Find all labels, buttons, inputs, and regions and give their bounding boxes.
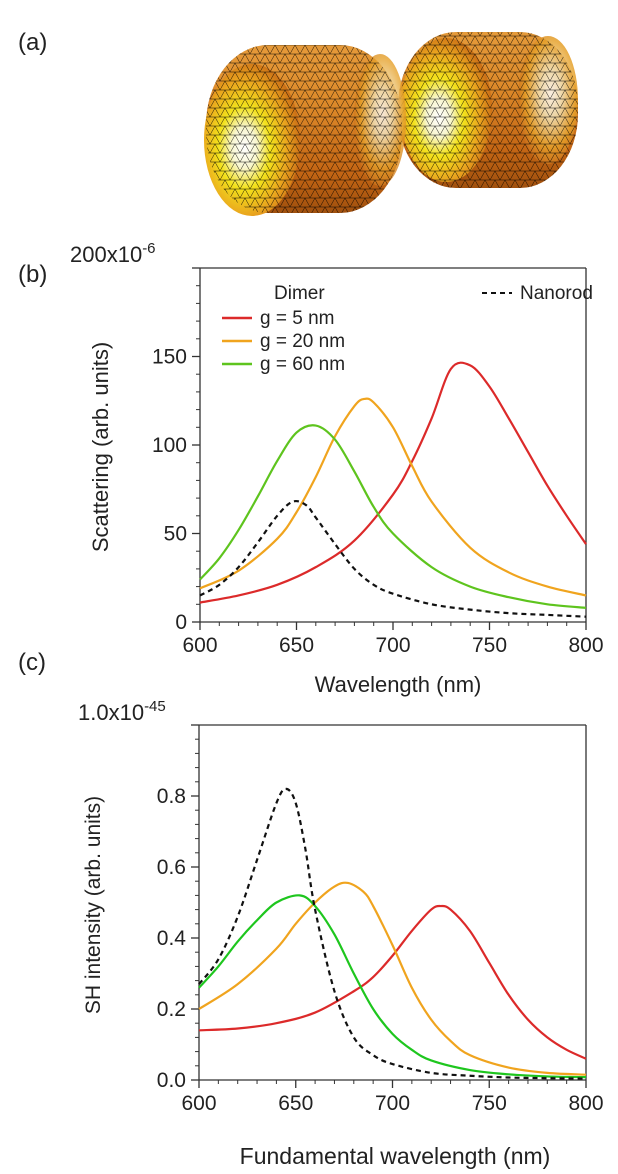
legend-label-g60: g = 60 nm: [260, 354, 345, 375]
y-tick-label: 50: [164, 523, 187, 546]
x-tick-label: 700: [375, 1092, 410, 1115]
x-axis-label-b: Wavelength (nm): [315, 672, 482, 697]
legend-title: Dimer: [274, 283, 325, 304]
y-tick-label: 0.8: [157, 785, 186, 808]
y-tick-label: 0.4: [157, 927, 187, 950]
sh-intensity-plot-series: [198, 787, 587, 1080]
y-tick-label: 0.2: [157, 998, 186, 1021]
y-scale-label-c: 1.0x10-45: [78, 698, 166, 725]
legend-label-g5: g = 5 nm: [260, 308, 334, 329]
y-axis-label-b: Scattering (arb. units): [88, 342, 113, 552]
series-line-nanorod: [198, 787, 587, 1080]
x-tick-label: 750: [472, 634, 507, 657]
sh-intensity-plot: 600 650 700 750 800 0.0 0.2 0.4 0.6 0.8 1.0x10-45…: [78, 698, 604, 1169]
series-line-g-5-nm: [198, 904, 587, 1060]
y-tick-label: 150: [152, 346, 187, 369]
x-tick-label: 600: [181, 1092, 216, 1115]
x-tick-label: 750: [472, 1092, 507, 1115]
y-axis-label-c: SH intensity (arb. units): [82, 796, 105, 1014]
series-line-g-20-nm: [199, 397, 587, 597]
x-tick-label: 800: [568, 634, 603, 657]
x-tick-label: 700: [375, 634, 410, 657]
nanorod-dimer-illustration: [204, 32, 578, 216]
y-tick-label: 100: [152, 434, 187, 457]
legend-b: Dimer Nanorod g = 5 nm g = 20 nm g = 60 …: [222, 283, 593, 375]
sh-intensity-plot-ticks: 600 650 700 750 800 0.0 0.2 0.4 0.6 0.8: [157, 724, 604, 1115]
x-tick-label: 800: [568, 1092, 603, 1115]
nanorod-left: [204, 45, 406, 216]
x-axis-label-c: Fundamental wavelength (nm): [240, 1143, 551, 1169]
panel-label-c: (c): [18, 649, 46, 676]
legend-label-g20: g = 20 nm: [260, 331, 345, 352]
panel-label-b: (b): [18, 261, 47, 288]
y-tick-label: 0.0: [157, 1069, 186, 1092]
y-tick-label: 0: [175, 611, 187, 634]
scattering-plot: 600 650 700 750 800 0 50 100 150 200x10-6 Wavele…: [70, 240, 604, 697]
scattering-plot-ticks: 600 650 700 750 800 0 50 100 150: [152, 267, 604, 657]
scattering-plot-frame: [199, 267, 587, 623]
x-tick-label: 650: [279, 634, 314, 657]
series-line-g-5-nm: [199, 361, 587, 604]
series-line-nanorod: [199, 499, 587, 618]
legend-label-nanorod: Nanorod: [520, 283, 593, 304]
series-line-g-20-nm: [198, 881, 587, 1076]
nanorod-right: [398, 32, 578, 188]
panel-label-a: (a): [18, 29, 47, 56]
x-tick-label: 600: [182, 634, 217, 657]
x-tick-label: 650: [278, 1092, 313, 1115]
y-scale-label-b: 200x10-6: [70, 240, 156, 267]
y-tick-label: 0.6: [157, 856, 186, 879]
series-line-g-60-nm: [199, 424, 587, 609]
scattering-plot-series: [199, 361, 587, 618]
series-line-g-60-nm: [198, 894, 587, 1079]
